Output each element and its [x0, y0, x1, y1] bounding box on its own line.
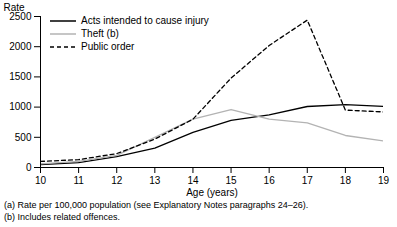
svg-text:2000: 2000 — [9, 41, 32, 52]
html-text:Public order: Public order — [81, 41, 135, 52]
svg-text:14: 14 — [187, 175, 199, 186]
svg-text:500: 500 — [15, 132, 32, 143]
svg-text:1000: 1000 — [9, 101, 32, 112]
svg-text:1500: 1500 — [9, 71, 32, 82]
html-text:(a) Rate per 100,000 populatio: (a) Rate per 100,000 population (see Exp… — [4, 200, 309, 210]
svg-text:Age (years): Age (years) — [186, 187, 238, 198]
svg-text:10: 10 — [35, 175, 47, 186]
svg-text:16: 16 — [264, 175, 276, 186]
html-text:Acts intended to cause injury: Acts intended to cause injury — [81, 15, 209, 26]
svg-text:19: 19 — [378, 175, 390, 186]
svg-text:12: 12 — [111, 175, 123, 186]
svg-text:17: 17 — [302, 175, 314, 186]
svg-text:0: 0 — [26, 162, 32, 173]
svg-text:13: 13 — [149, 175, 161, 186]
svg-text:18: 18 — [340, 175, 352, 186]
svg-text:Rate: Rate — [4, 2, 26, 13]
html-text:(b) Includes related offences.: (b) Includes related offences. — [4, 212, 120, 222]
svg-text:2500: 2500 — [9, 10, 32, 22]
svg-text:11: 11 — [73, 175, 84, 186]
html-text:Theft (b): Theft (b) — [81, 28, 119, 39]
svg-text:15: 15 — [225, 175, 237, 186]
